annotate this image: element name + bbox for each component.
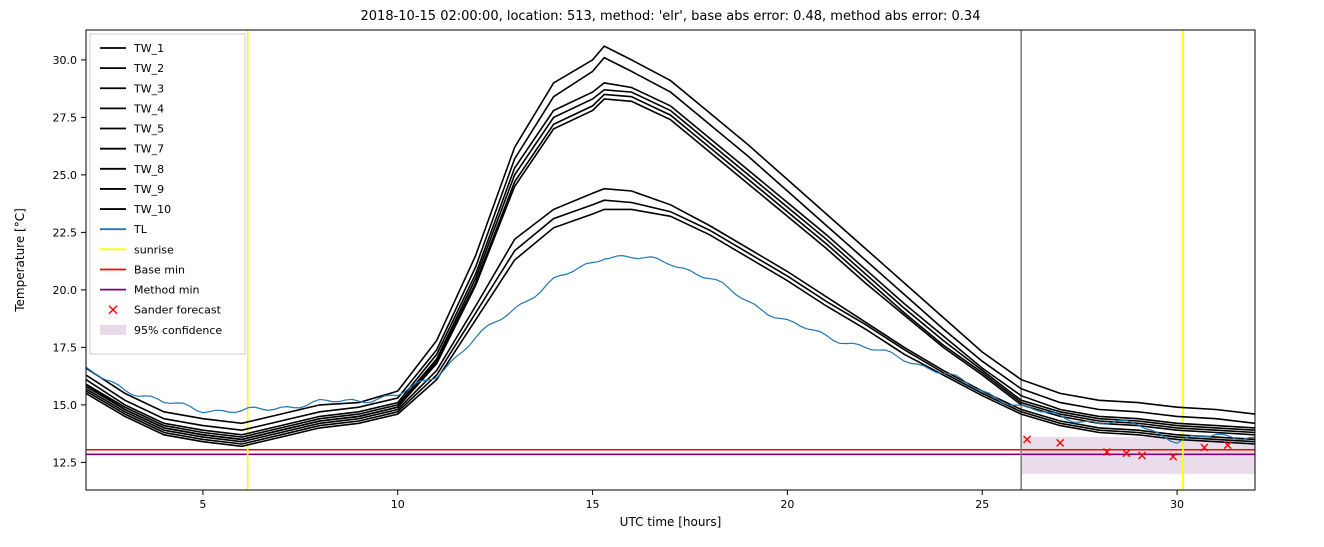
ytick-label: 25.0 [53,169,78,182]
chart-container: 5 10 15 20 25 30 12.5 15.0 17.5 20.0 22.5 25.0 27.5 3… [0,0,1324,547]
chart-title: 2018-10-15 02:00:00, location: 513, meth… [361,9,981,24]
xtick-label: 25 [975,498,989,511]
xtick-label: 5 [199,498,206,511]
legend-label: TW_3 [133,82,164,95]
legend-label: TW_5 [133,123,164,136]
ytick-label: 17.5 [53,341,78,354]
legend-label: TL [133,223,148,236]
ytick-label: 30.0 [53,54,78,67]
ytick-label: 15.0 [53,399,78,412]
xtick-label: 20 [780,498,794,511]
legend-label: TW_1 [133,42,164,55]
legend-label: Sander forecast [134,304,222,317]
xtick-label: 15 [586,498,600,511]
legend-label: TW_9 [133,183,164,196]
xtick-label: 10 [391,498,405,511]
legend-label: TW_2 [133,62,164,75]
ytick-label: 20.0 [53,284,78,297]
legend-label: Method min [134,284,200,297]
x-axis-label: UTC time [hours] [620,515,722,529]
legend-label: Base min [134,263,185,276]
legend-label: TW_8 [133,163,164,176]
ytick-label: 22.5 [53,226,78,239]
legend-label: TW_4 [133,102,164,115]
y-axis-label: Temperature [°C] [13,208,27,313]
legend-label: sunrise [134,243,174,256]
line-chart: 5 10 15 20 25 30 12.5 15.0 17.5 20.0 22.5 25.0 27.5 3… [0,0,1324,547]
legend-label: 95% confidence [134,324,222,337]
ytick-label: 12.5 [53,456,78,469]
legend-label: TW_10 [133,203,171,216]
ytick-label: 27.5 [53,111,78,124]
legend-label: TW_7 [133,143,164,156]
xtick-label: 30 [1170,498,1184,511]
